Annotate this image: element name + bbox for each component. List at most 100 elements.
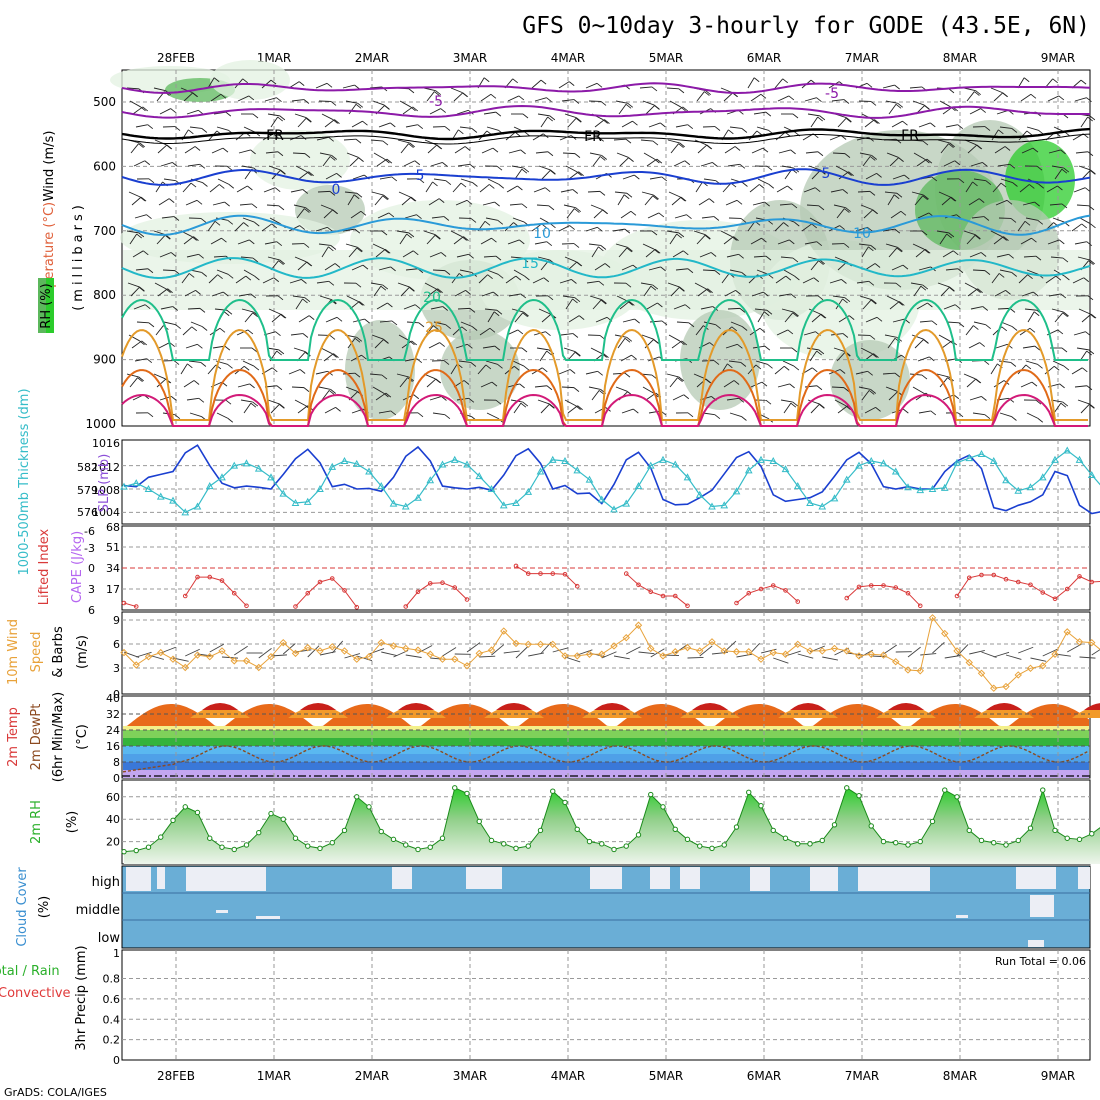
wind-barb bbox=[806, 347, 819, 351]
temperature-peak-max bbox=[692, 703, 729, 710]
wind-barb bbox=[243, 269, 255, 277]
wind-barb-flag bbox=[600, 245, 607, 250]
contour-25 bbox=[121, 328, 1088, 421]
wind-barb bbox=[567, 405, 578, 414]
wind-barb-flag bbox=[713, 216, 720, 221]
wind-barb-flag bbox=[894, 228, 901, 234]
contour-label: 10 bbox=[533, 226, 551, 242]
rh-marker bbox=[488, 837, 495, 844]
wind-speed-marker bbox=[781, 650, 790, 658]
wind-barb bbox=[454, 289, 466, 297]
wind-barb-flag bbox=[575, 207, 581, 213]
wind-barb bbox=[726, 253, 739, 258]
wind-barb-flag bbox=[948, 232, 955, 238]
wind-barb bbox=[912, 386, 924, 394]
thickness-marker bbox=[953, 458, 961, 466]
wind-barb bbox=[372, 386, 384, 394]
rh-marker bbox=[145, 844, 152, 850]
wind-barb-flag bbox=[490, 93, 497, 99]
wind-barb bbox=[778, 293, 791, 297]
cloud-gap bbox=[126, 867, 151, 891]
wind-barb-flag bbox=[624, 337, 631, 343]
rh-marker bbox=[1040, 787, 1046, 793]
wind-barb bbox=[158, 198, 170, 206]
precip-tick-label: 0.4 bbox=[103, 1013, 121, 1026]
rh-marker bbox=[831, 822, 838, 828]
wind-barb bbox=[210, 93, 222, 102]
wind-tick-label: 6 bbox=[113, 638, 120, 651]
lifted-index-marker bbox=[513, 563, 519, 569]
wind-barb bbox=[262, 277, 274, 284]
lifted-index-marker bbox=[133, 604, 139, 609]
wind-barb-flag bbox=[985, 324, 991, 330]
wind-barb-flag bbox=[168, 198, 175, 203]
wind-barb-flag bbox=[931, 176, 938, 182]
lifted-index-tick-label: 0 bbox=[88, 562, 95, 575]
wind-speed-marker bbox=[402, 644, 410, 653]
wind-barb bbox=[999, 269, 1012, 273]
thickness-slp-frame bbox=[121, 439, 1091, 525]
wind-barb bbox=[482, 201, 495, 206]
cloud-gap bbox=[650, 867, 670, 889]
wind-barb-flag bbox=[1087, 295, 1094, 301]
wind-barb bbox=[775, 131, 786, 141]
lifted-index-marker bbox=[329, 576, 335, 581]
wind-barb-flag bbox=[548, 205, 555, 211]
wind-barb-flag bbox=[629, 301, 635, 306]
lifted-index-marker bbox=[795, 599, 801, 604]
wind-barb bbox=[182, 182, 192, 193]
wind-barb-flag bbox=[463, 380, 470, 385]
wind-barb-flag bbox=[762, 147, 769, 153]
wind-barb-flag bbox=[224, 345, 231, 351]
wind-barb-flag bbox=[546, 385, 553, 391]
wind-barb bbox=[564, 113, 577, 119]
wind-barb bbox=[855, 370, 868, 375]
wind-barb-flag bbox=[513, 365, 520, 371]
wind-barb bbox=[589, 295, 602, 300]
wind-barb-flag bbox=[661, 176, 668, 182]
wind-barb-flag bbox=[467, 343, 473, 349]
wind-barb bbox=[400, 143, 409, 154]
wind-barb-flag bbox=[597, 226, 603, 232]
wind-barb-flag bbox=[598, 246, 604, 252]
wind-barb bbox=[270, 404, 280, 414]
wind-barb-flag bbox=[975, 234, 981, 240]
wind-barb bbox=[376, 302, 388, 310]
wind-barb bbox=[486, 126, 499, 131]
thickness-marker bbox=[561, 456, 569, 464]
temperature-band bbox=[123, 762, 1089, 770]
wind-barb bbox=[997, 163, 1010, 167]
wind-barb bbox=[477, 364, 487, 375]
wind-barb bbox=[1077, 399, 1090, 405]
wind-barb-10m bbox=[956, 644, 969, 657]
wind-barb bbox=[289, 279, 302, 284]
wind-barb bbox=[666, 373, 679, 378]
wind-barb-flag bbox=[573, 243, 580, 248]
wind-barb-flag bbox=[817, 295, 824, 301]
wind-barb-flag bbox=[217, 274, 223, 280]
wind-barb-flag bbox=[793, 311, 799, 317]
wind-barb bbox=[266, 347, 279, 351]
wind-barb-flag bbox=[252, 401, 259, 407]
wind-barb-flag bbox=[495, 399, 502, 405]
lifted-index-marker bbox=[844, 595, 850, 601]
wind-barb bbox=[402, 250, 414, 258]
wind-barb-flag bbox=[923, 194, 929, 200]
wind-barb-flag bbox=[1086, 350, 1092, 356]
lifted-index-marker bbox=[685, 603, 690, 609]
wind-barb-flag bbox=[872, 209, 879, 215]
wind-barb bbox=[693, 373, 706, 380]
wind-barb-flag bbox=[195, 290, 201, 295]
wind-barb-flag bbox=[876, 173, 882, 178]
rh-marker bbox=[464, 790, 470, 797]
wind-barb-flag bbox=[957, 268, 964, 274]
rh-marker bbox=[599, 841, 605, 847]
wind-barb bbox=[702, 269, 716, 272]
wind-barb bbox=[480, 93, 492, 102]
wind-barb-flag bbox=[953, 250, 959, 256]
wind-barb-flag bbox=[623, 194, 630, 200]
thickness-marker bbox=[242, 459, 251, 467]
wind-barb bbox=[919, 320, 932, 323]
wind-barb bbox=[585, 226, 598, 232]
